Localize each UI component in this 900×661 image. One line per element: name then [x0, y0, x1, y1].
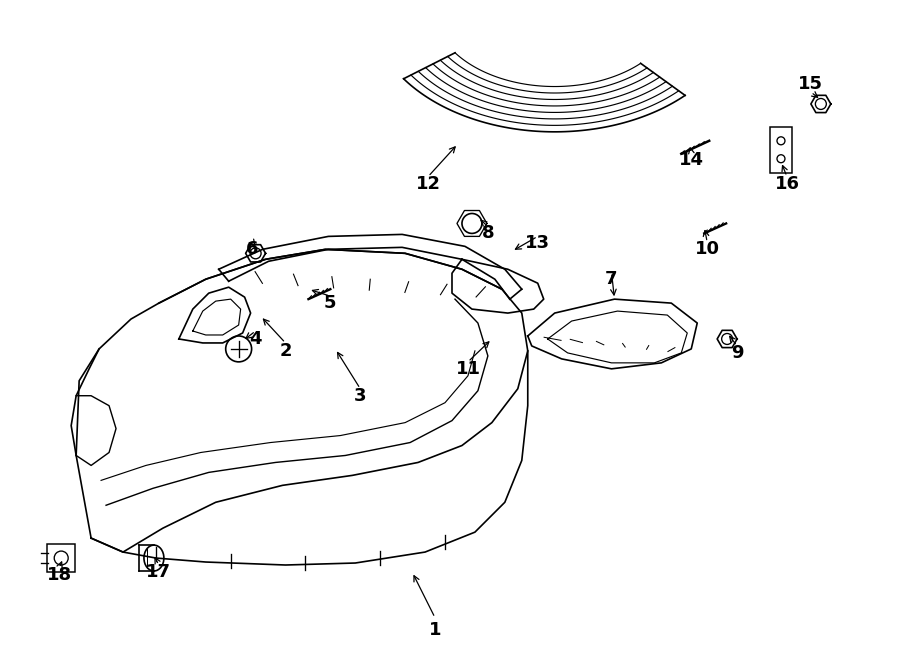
- Text: 14: 14: [679, 151, 704, 169]
- Text: 12: 12: [416, 175, 441, 192]
- Text: 15: 15: [798, 75, 824, 93]
- Text: 18: 18: [47, 566, 72, 584]
- Text: 13: 13: [526, 235, 550, 253]
- Text: 1: 1: [428, 621, 441, 639]
- Text: 17: 17: [147, 563, 171, 581]
- Text: 7: 7: [605, 270, 617, 288]
- Text: 2: 2: [279, 342, 292, 360]
- Text: 5: 5: [324, 294, 337, 312]
- Text: 6: 6: [247, 241, 259, 258]
- Text: 11: 11: [455, 360, 481, 378]
- Text: 3: 3: [354, 387, 366, 405]
- Text: 8: 8: [482, 225, 494, 243]
- Text: 16: 16: [775, 175, 799, 192]
- Text: 10: 10: [695, 241, 720, 258]
- Text: 9: 9: [731, 344, 743, 362]
- Text: 4: 4: [249, 330, 262, 348]
